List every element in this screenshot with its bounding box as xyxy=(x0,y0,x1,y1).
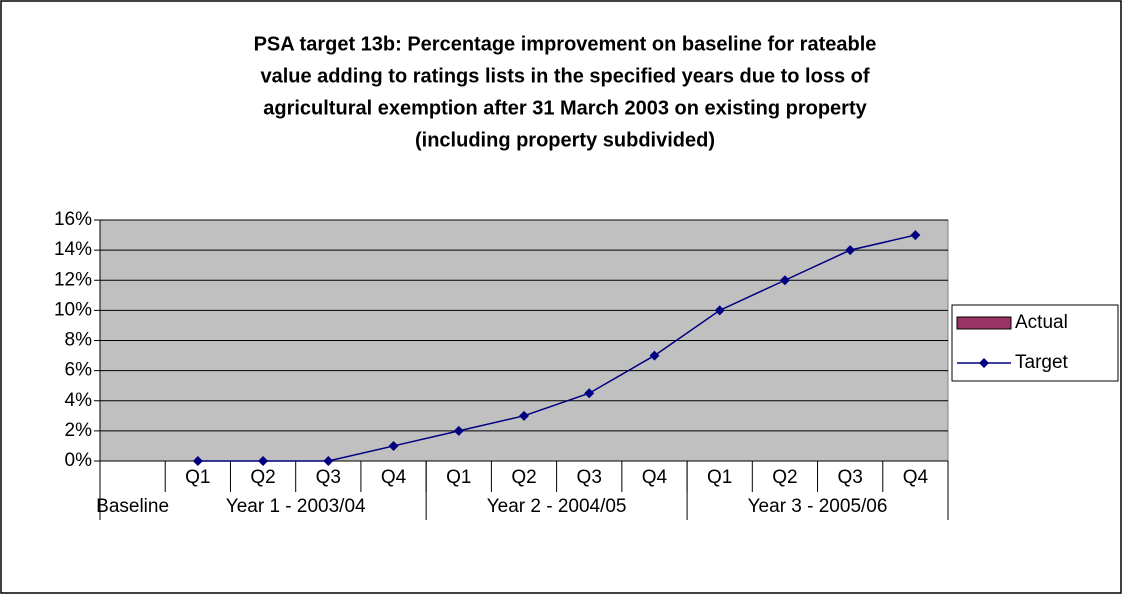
y-tick-label: 10% xyxy=(54,299,92,320)
point xyxy=(714,305,725,316)
chart-title: value adding to ratings lists in the spe… xyxy=(260,65,869,87)
y-tick-label: 6% xyxy=(65,360,93,381)
x-tick-label: Q1 xyxy=(707,467,732,488)
group-label: Baseline xyxy=(96,496,169,517)
x-tick-label: Q1 xyxy=(185,467,210,488)
x-tick-label: Q2 xyxy=(772,467,797,488)
x-tick-label: Q2 xyxy=(511,467,536,488)
y-tick-label: 4% xyxy=(65,390,93,411)
y-tick-label: 8% xyxy=(65,330,93,351)
y-tick-label: 2% xyxy=(65,420,93,441)
point xyxy=(845,245,856,256)
chart-title: PSA target 13b: Percentage improvement o… xyxy=(254,33,877,55)
group-label: Year 2 - 2004/05 xyxy=(487,496,627,517)
legend-label: Actual xyxy=(1015,312,1068,333)
x-tick-label: Q3 xyxy=(837,467,862,488)
group-label: Year 3 - 2005/06 xyxy=(748,496,888,517)
x-tick-label: Q4 xyxy=(381,467,407,488)
point xyxy=(519,410,529,421)
x-tick-label: Q4 xyxy=(903,467,929,488)
chart-title: (including property subdivided) xyxy=(415,129,715,151)
point xyxy=(388,440,399,451)
chart-title: agricultural exemption after 31 March 20… xyxy=(263,97,867,119)
point xyxy=(584,388,595,399)
legend-swatch xyxy=(956,316,1012,330)
x-tick-label: Q4 xyxy=(642,467,668,488)
point xyxy=(258,456,269,466)
y-tick-label: 12% xyxy=(54,269,92,290)
point xyxy=(453,425,464,436)
point xyxy=(649,350,660,361)
point xyxy=(779,275,790,286)
x-tick-label: Q3 xyxy=(577,467,602,488)
line xyxy=(197,234,916,462)
y-tick-label: 16% xyxy=(54,209,92,230)
legend-marker xyxy=(979,358,989,368)
legend-label: Target xyxy=(1015,352,1069,373)
point xyxy=(323,456,334,466)
point xyxy=(910,230,921,241)
x-tick-label: Q3 xyxy=(316,467,341,488)
y-tick-label: 14% xyxy=(54,239,92,260)
x-tick-label: Q2 xyxy=(250,467,275,488)
x-tick-label: Q1 xyxy=(446,467,471,488)
point xyxy=(192,456,203,466)
y-tick-label: 0% xyxy=(65,450,93,471)
group-label: Year 1 - 2003/04 xyxy=(226,496,366,517)
